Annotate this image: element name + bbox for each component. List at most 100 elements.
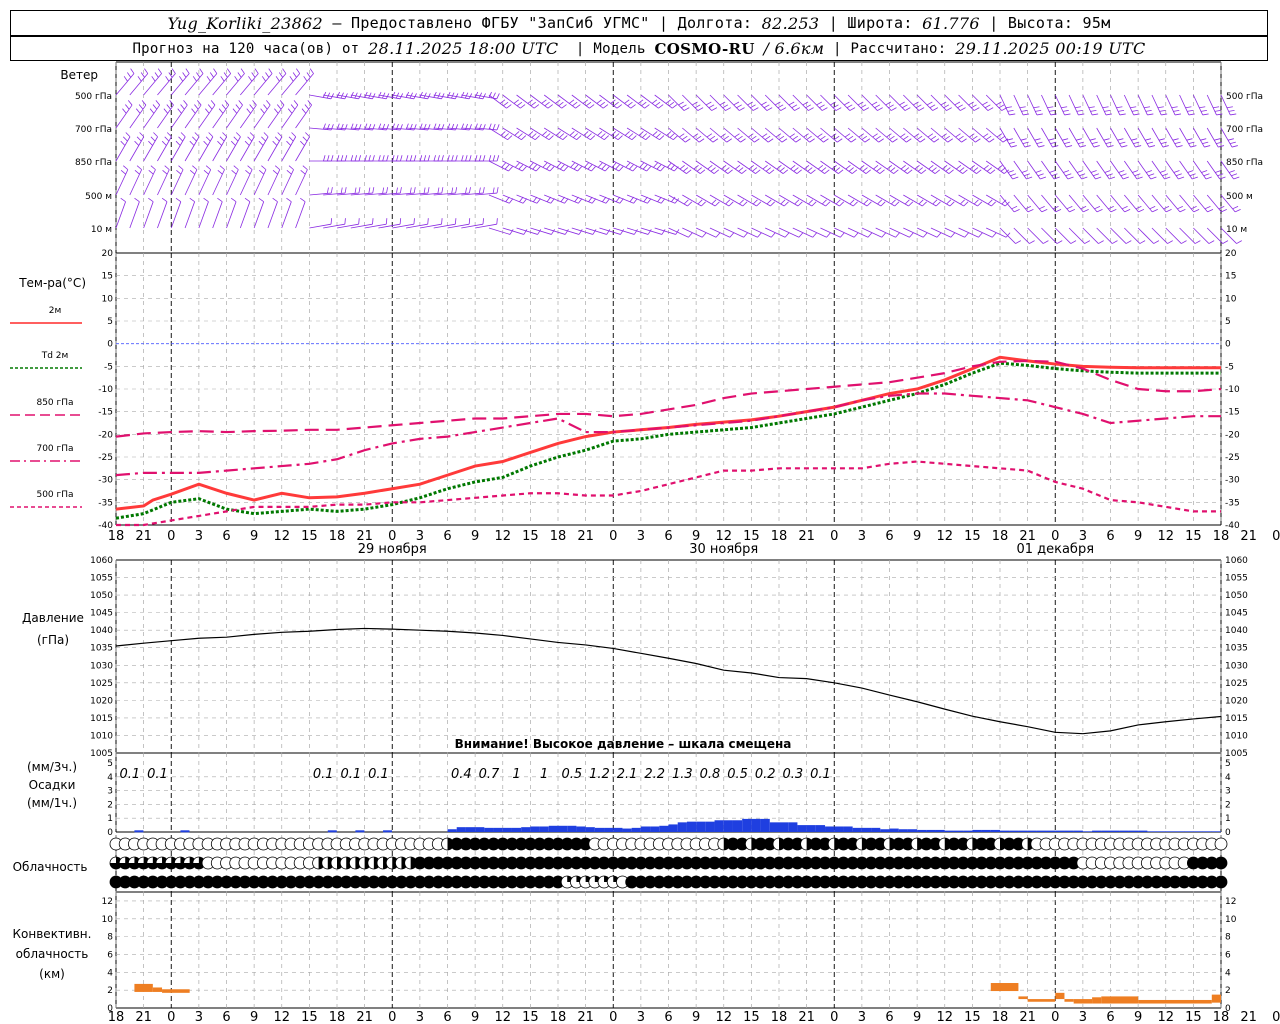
- wind-barb-feather: [1025, 205, 1032, 210]
- wind-barb-feather: [1160, 141, 1167, 145]
- wind-barb-feather: [488, 155, 492, 162]
- wind-barb-feather: [1112, 240, 1118, 244]
- y-tick-label: -30: [1225, 476, 1240, 486]
- wind-barb-feather: [1232, 205, 1239, 210]
- wind-barb-feather: [372, 155, 375, 162]
- wind-barb-feather: [1007, 109, 1014, 112]
- y-tick-label: 1015: [1225, 714, 1248, 724]
- wind-barb: [129, 169, 143, 196]
- precip-total-label: 0.1: [147, 767, 168, 782]
- wind-barb-feather: [1098, 240, 1104, 244]
- wind-barb-feather: [942, 164, 948, 170]
- y-tick-label: 10: [102, 294, 114, 304]
- lat-value: 61.776: [922, 13, 980, 33]
- wind-barb-feather: [224, 100, 230, 106]
- wind-barb-feather: [932, 199, 938, 205]
- wind-barb-feather: [913, 133, 920, 138]
- wind-barb-feather: [534, 135, 540, 140]
- y-tick-label: 5: [1225, 317, 1231, 327]
- wind-barb-feather: [441, 218, 443, 225]
- wind-barb: [765, 227, 786, 238]
- wind-barb-feather: [437, 187, 440, 194]
- wind-barb-feather: [1037, 173, 1044, 177]
- wind-barb-feather: [1216, 113, 1223, 116]
- precip-bar: [898, 829, 908, 832]
- wind-barb-feather: [784, 232, 790, 238]
- wind-barb-feather: [400, 155, 403, 162]
- y-tick-label: 10: [1225, 915, 1237, 925]
- wind-barb-feather: [368, 92, 372, 99]
- wind-barb-feather: [1116, 106, 1123, 109]
- wind-barb-feather: [562, 135, 568, 140]
- wind-barb-feather: [217, 197, 223, 203]
- wind-barb-feather: [344, 218, 346, 225]
- wind-barb: [1193, 160, 1207, 180]
- wind-barb: [281, 73, 301, 96]
- wind-barb-feather: [949, 201, 955, 207]
- x-tick-label: 9: [1134, 529, 1142, 544]
- wind-barb-feather: [433, 155, 436, 162]
- wind-barb-feather: [330, 187, 333, 194]
- wind-barb-feather: [541, 99, 547, 104]
- wind-barb: [1110, 127, 1122, 148]
- wind-barb-feather: [723, 135, 729, 140]
- wind-barb-feather: [960, 107, 966, 111]
- wind-barb-feather: [683, 107, 690, 111]
- wind-barb-feather: [301, 108, 307, 114]
- wind-barb-feather: [1172, 138, 1179, 141]
- wind-barb-feather: [1006, 138, 1013, 141]
- wind-barb-feather: [867, 232, 873, 238]
- wind-barb: [184, 73, 204, 96]
- wind-barb: [820, 227, 841, 238]
- y-tick-label: 0: [107, 828, 113, 838]
- wind-barb-feather: [194, 104, 199, 110]
- precip-bar: [926, 829, 936, 832]
- wind-barb-feather: [478, 92, 483, 99]
- y-tick-label: 2: [107, 986, 113, 996]
- wind-barb-feather: [259, 169, 265, 175]
- wind-barb-feather: [266, 100, 271, 106]
- wind-barb-feather: [1091, 141, 1098, 145]
- wind-barb-feather: [618, 166, 624, 172]
- wind-barb-feather: [171, 68, 176, 74]
- wind-barb-feather: [601, 164, 607, 170]
- wind-barb-feather: [258, 140, 264, 146]
- wind-barb: [212, 169, 225, 196]
- wind-barb-feather: [948, 169, 954, 174]
- wind-barb-feather: [941, 133, 947, 138]
- wind-barb-feather: [693, 164, 699, 170]
- wind-barb-feather: [1131, 138, 1138, 141]
- precip-bar: [1000, 830, 1010, 832]
- wind-barb-feather: [1233, 176, 1240, 180]
- x-tick-label: 21: [135, 1010, 152, 1024]
- wind-barb-feather: [551, 229, 555, 235]
- y-tick-label: 10: [102, 915, 114, 925]
- precip-bar: [981, 829, 991, 832]
- wind-barb: [1179, 94, 1190, 116]
- wind-barb-feather: [330, 93, 334, 99]
- wind-barb-feather: [585, 101, 592, 107]
- wind-barb: [1027, 94, 1038, 116]
- wind-barb-feather: [698, 138, 705, 143]
- wind-barb: [157, 169, 170, 196]
- wind-barb-feather: [1147, 141, 1154, 145]
- wind-barb-feather: [583, 131, 589, 136]
- wind-barb-feather: [1089, 138, 1096, 141]
- wind-barb: [239, 169, 253, 196]
- wind-barb-feather: [1050, 113, 1057, 116]
- wind-barb-feather: [1138, 209, 1145, 213]
- wind-barb: [1124, 227, 1141, 244]
- x-tick-label: 6: [1106, 529, 1114, 544]
- wind-barb-feather: [797, 201, 803, 207]
- convective-bar: [990, 983, 1019, 992]
- precip-bar: [613, 827, 623, 832]
- wind-barb-feather: [790, 164, 796, 170]
- wind-barb: [212, 104, 230, 129]
- wind-barb-feather: [1158, 138, 1165, 141]
- wind-barb-feather: [164, 136, 170, 142]
- wind-barb-feather: [835, 107, 842, 111]
- wind-barb-feather: [679, 133, 685, 138]
- wind-barb-feather: [1221, 209, 1227, 213]
- precip-bar: [134, 830, 144, 833]
- wind-barb-feather: [747, 101, 753, 106]
